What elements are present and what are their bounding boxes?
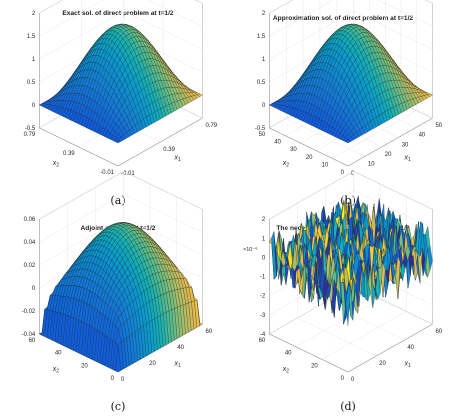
x1-tick-label: 60: [205, 329, 212, 335]
x1-axis-subscript: 1: [408, 363, 411, 369]
x1-tick-label: 30: [402, 142, 409, 148]
x1-tick-label: 10: [368, 161, 375, 167]
panel-a-caption: (a): [110, 194, 125, 207]
x1-tick-label: 0.39: [163, 147, 175, 153]
x2-tick-label: 60: [259, 338, 266, 344]
x2-axis-label: x2: [282, 160, 290, 169]
z-tick-label: 1: [262, 236, 266, 242]
panel-b: Approximation sol. of direct problem at …: [255, 0, 443, 207]
z-gridline: [39, 0, 203, 37]
panel-b-surface: [269, 23, 433, 144]
x1-tick-label: -0.01: [121, 171, 135, 177]
x1-tick-label: 40: [419, 133, 426, 139]
panel-c: Adjoint solution at t=1/2 0.060.040.020-…: [22, 170, 213, 413]
x2-gridline: [332, 0, 417, 159]
x1-tick-label: 20: [385, 152, 392, 158]
x2-tick-label: 0: [341, 170, 345, 176]
x2-tick-label: 30: [290, 147, 297, 153]
z-tick-label: 0: [32, 286, 36, 292]
z-tick-label: 0.5: [257, 80, 266, 86]
x1-axis-label: x1: [173, 361, 181, 370]
x2-tick-label: 40: [55, 351, 62, 357]
z-tick-label: -0.5: [25, 126, 36, 132]
x2-tick-label: 0: [111, 376, 115, 382]
x1-axis-subscript: 1: [178, 363, 181, 369]
x2-tick-label: 10: [322, 162, 329, 168]
x2-tick-label: 20: [311, 363, 318, 369]
front-axis-edges: [269, 117, 433, 167]
z-tick-label: 2: [262, 11, 266, 17]
z-tick-label: -0.02: [22, 309, 36, 315]
z-tick-label: 1: [262, 57, 266, 63]
z-tick-label: 0: [32, 103, 36, 109]
panel-a: Exact sol. of direct problem at t=1/2 2 1…: [24, 0, 218, 207]
front-axis-edges: [39, 117, 203, 167]
z-tick-label: 1: [32, 57, 36, 63]
z-tick-label: 2: [32, 11, 36, 17]
x1-tick-label: 40: [177, 345, 184, 351]
panel-c-caption: (c): [111, 400, 126, 413]
x2-tick-label: 50: [259, 132, 266, 138]
z-tick-label: -3: [260, 313, 266, 319]
x1-tick-label: 40: [407, 345, 414, 351]
x1-tick-label: 50: [435, 123, 442, 129]
x1-tick-label: 0: [121, 377, 125, 383]
x2-axis-subscript: 2: [286, 163, 289, 169]
x2-tick-label: 40: [274, 140, 281, 146]
panel-d-caption: (d): [340, 400, 356, 413]
panel-a-tick-labels: 2 1.5 1 0.5 0 -0.5 -0.01 0.39 0.79 -0.01 0.39 0.79 x…: [24, 11, 218, 177]
z-tick-label: -2: [260, 294, 266, 300]
panel-b-title: Approximation sol. of direct problem at …: [273, 15, 413, 22]
x2-axis-label: x2: [282, 366, 290, 375]
x1-tick-label: 0.79: [205, 123, 217, 129]
z-tick-label: 0.06: [24, 217, 36, 223]
x1-axis-subscript: 1: [178, 157, 181, 163]
x1-tick-label: 20: [149, 361, 156, 367]
z-tick-label: 0.02: [24, 263, 36, 269]
x1-axis-label: x1: [173, 155, 181, 164]
z-tick-label: 0.04: [24, 240, 36, 246]
x1-tick-label: 60: [435, 329, 442, 335]
x1-axis-label: x1: [403, 155, 411, 164]
z-gridline: [269, 0, 433, 14]
x1-tick-label: 20: [379, 361, 386, 367]
surface-facet: [115, 139, 122, 144]
panel-a-surface: [39, 23, 203, 144]
panel-d-surface: [269, 195, 433, 326]
z-gridline: [269, 0, 433, 37]
x2-axis-subscript: 2: [56, 163, 59, 169]
x2-tick-label: -0.01: [100, 170, 114, 176]
x2-axis-subscript: 2: [56, 369, 59, 375]
panel-a-title: Exact sol. of direct problem at t=1/2: [62, 10, 174, 17]
panel-d-exponent: ×10⁻⁶: [243, 246, 258, 253]
z-tick-label: 1.5: [257, 34, 266, 40]
z-tick-label: 0: [262, 103, 266, 109]
z-tick-label: 0.5: [27, 80, 36, 86]
z-tick-label: 2: [262, 217, 266, 223]
x1-tick-label: 0: [351, 377, 355, 383]
x2-tick-label: 0.79: [24, 132, 36, 138]
x2-tick-label: 20: [306, 155, 313, 161]
z-tick-label: 1.5: [27, 34, 36, 40]
panel-d: The necessary optimality conditon at t=1…: [243, 170, 443, 413]
x2-tick-label: 0: [341, 376, 345, 382]
x1-axis-label: x1: [403, 361, 411, 370]
x2-axis-label: x2: [52, 160, 60, 169]
x2-tick-label: 40: [285, 351, 292, 357]
x2-tick-label: 20: [81, 363, 88, 369]
x2-axis-subscript: 2: [286, 369, 289, 375]
z-tick-label: 0: [262, 255, 266, 261]
x2-tick-label: 0.39: [63, 151, 75, 157]
x2-tick-label: 60: [29, 338, 36, 344]
z-tick-label: -1: [260, 275, 266, 281]
x2-axis-label: x2: [52, 366, 60, 375]
x1-axis-subscript: 1: [408, 157, 411, 163]
